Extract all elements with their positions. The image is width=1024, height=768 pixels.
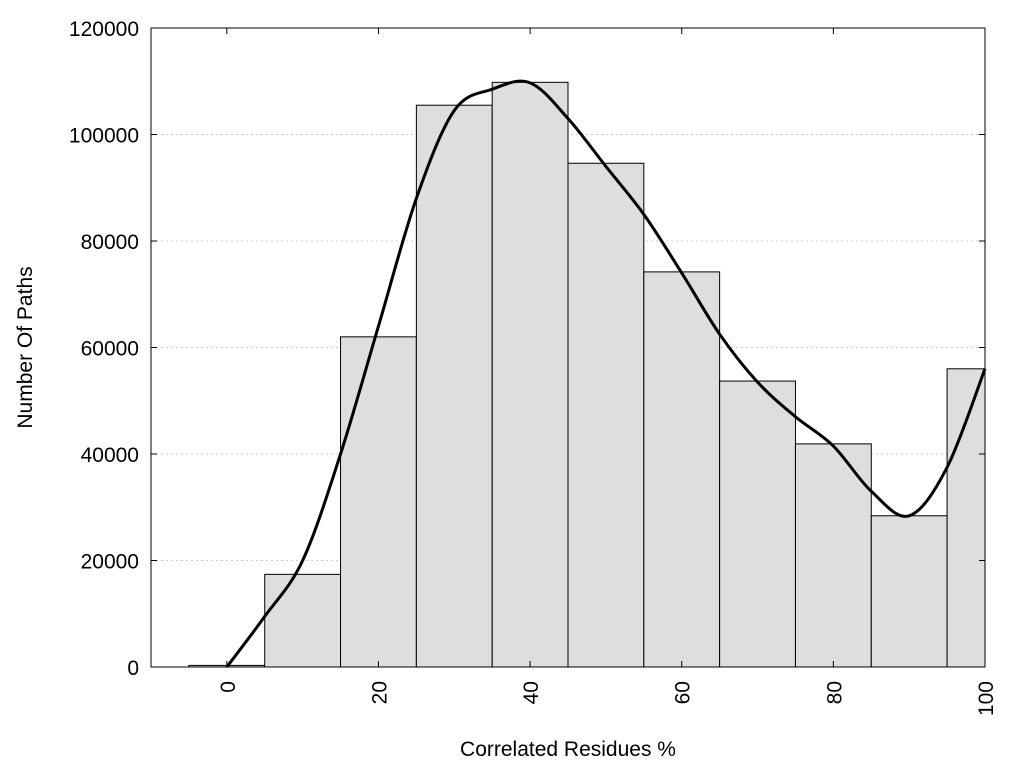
y-tick-label: 40000: [81, 444, 139, 467]
bar: [415, 104, 493, 668]
bars: [188, 81, 986, 668]
bar: [870, 515, 948, 668]
x-tick-label: 80: [823, 681, 846, 704]
y-tick-label: 0: [127, 657, 139, 680]
x-tick-label: 60: [672, 681, 695, 704]
y-axis-title: Number Of Paths: [14, 266, 37, 428]
y-tick-label: 100000: [69, 125, 139, 148]
x-tick-label: 20: [368, 681, 391, 704]
x-tick-label: 0: [217, 681, 240, 693]
y-tick-label: 20000: [81, 551, 139, 574]
y-tick-label: 120000: [69, 18, 139, 41]
y-axis-ticks: 0 20000 40000 60000 80000 100000 120000: [69, 18, 985, 680]
bar: [643, 271, 721, 668]
x-axis-ticks: 0 20 40 60 80 100: [217, 28, 998, 716]
density-curve: [225, 79, 987, 668]
bar: [491, 81, 569, 668]
bar: [794, 443, 872, 668]
x-axis-title: Correlated Residues %: [460, 738, 676, 761]
y-tick-label: 80000: [81, 231, 139, 254]
density-line: [225, 79, 987, 668]
bar: [946, 368, 986, 668]
x-tick-label: 40: [520, 681, 543, 704]
x-tick-label: 100: [975, 681, 998, 716]
bar: [719, 380, 796, 668]
bar: [264, 573, 342, 668]
y-tick-label: 60000: [81, 338, 139, 361]
bar: [340, 336, 417, 668]
bar: [567, 162, 645, 668]
